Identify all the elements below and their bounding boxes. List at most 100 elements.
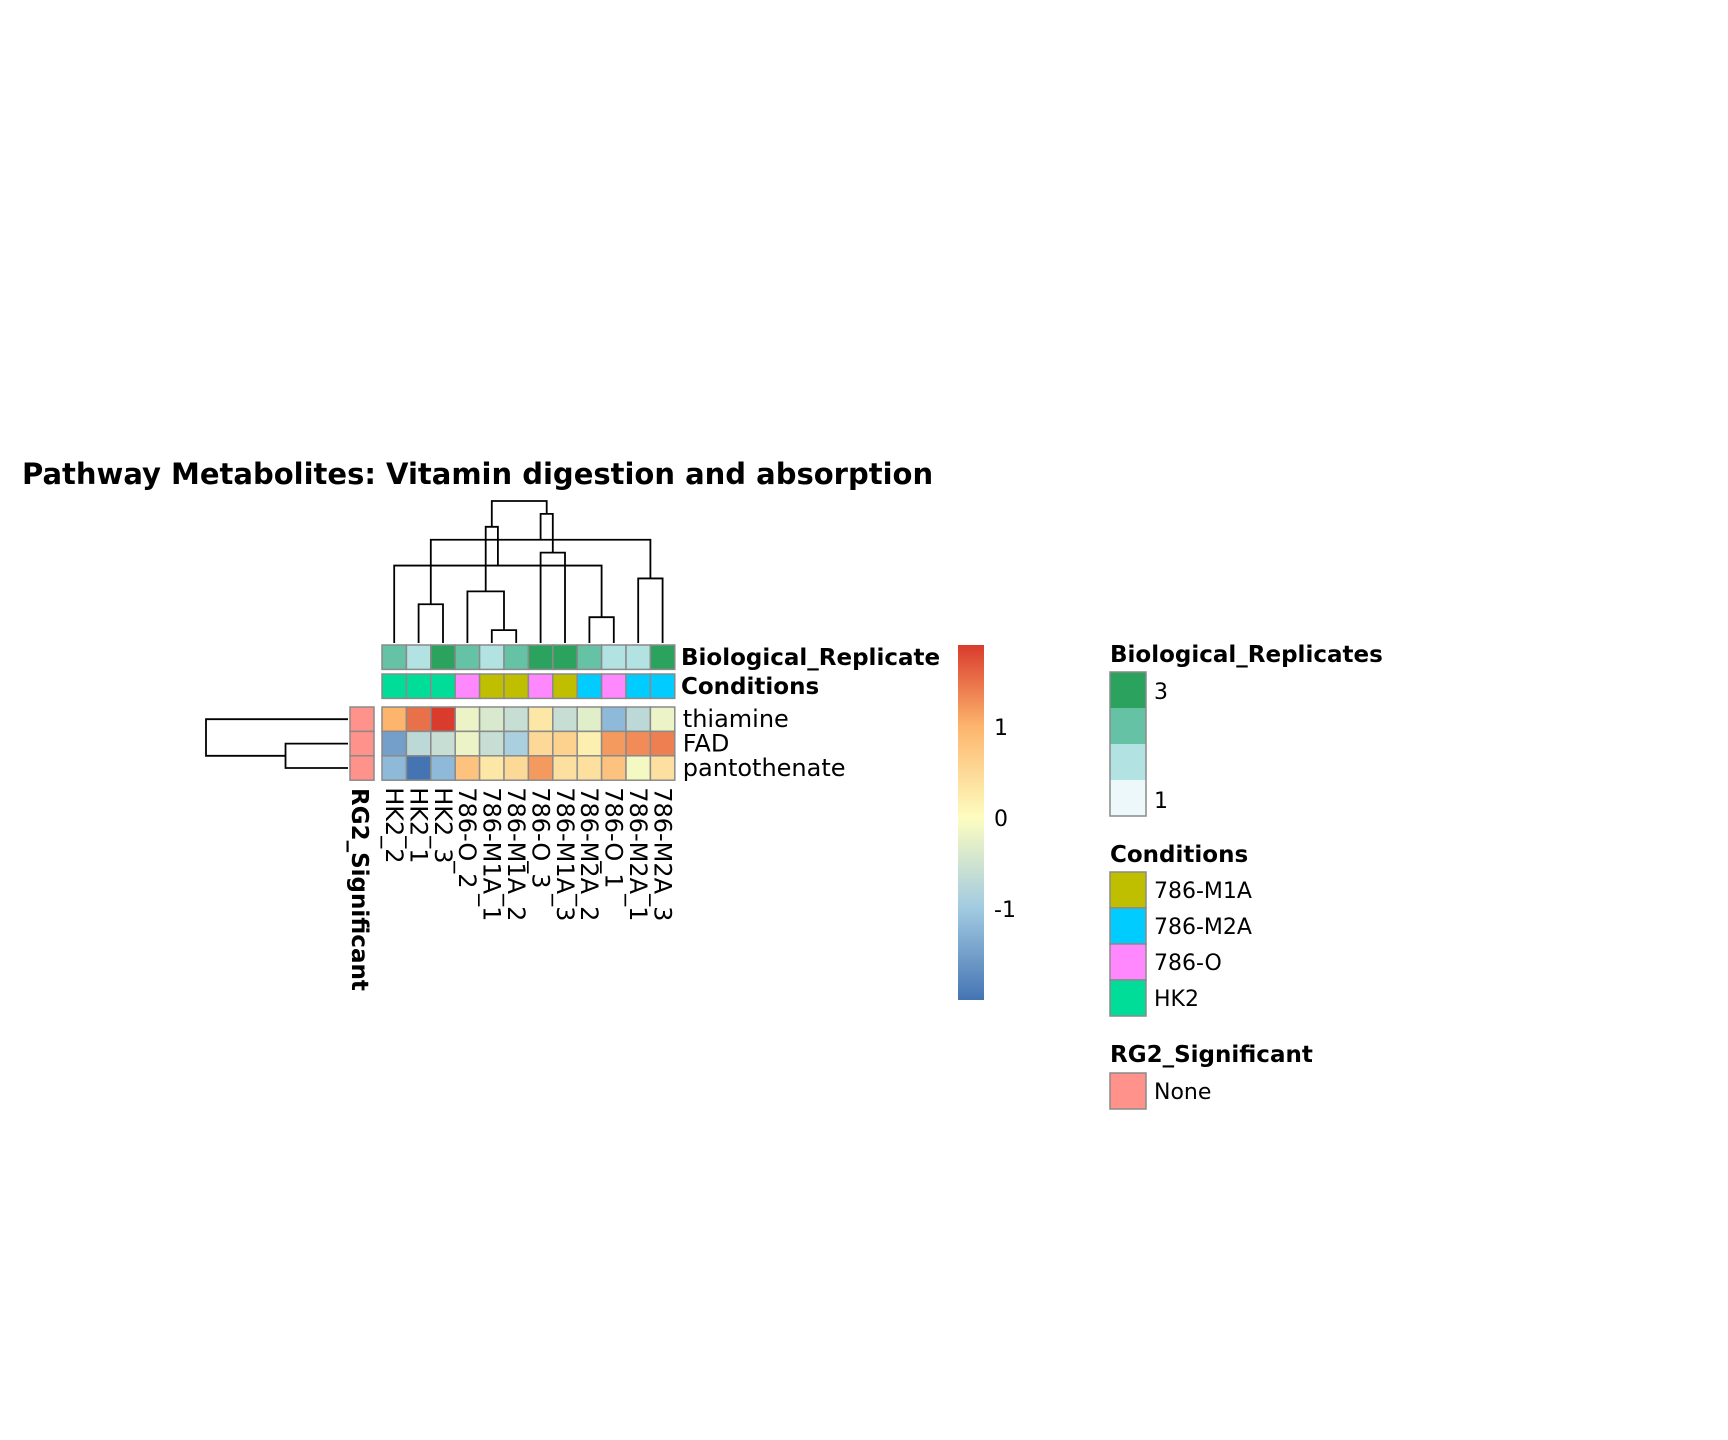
column-label: 786-M1A_1 — [478, 787, 506, 921]
condition-annotation-cell — [527, 673, 554, 700]
dendrogram-branch — [484, 525, 499, 592]
legend-label: 1 — [1154, 789, 1168, 814]
legend-label: 3 — [1154, 680, 1168, 705]
heatmap-cell — [478, 730, 505, 757]
column-label: HK2_1 — [404, 787, 432, 863]
column-dendrogram — [393, 500, 664, 643]
replicate-annotation-cell — [576, 644, 603, 671]
color-scale-tick-label: 0 — [994, 807, 1008, 832]
legend-swatch — [1109, 943, 1147, 981]
heatmap-cell — [503, 706, 530, 733]
rg2-annotation-cell — [349, 730, 375, 757]
heatmap-cell — [552, 706, 578, 733]
legend-label: HK2 — [1154, 987, 1199, 1012]
heatmap-cell — [405, 706, 432, 733]
legend-label: None — [1154, 1080, 1211, 1105]
heatmap-cell — [600, 706, 627, 733]
dendrogram-branch — [417, 603, 444, 643]
annotation-label-replicates: Biological_Replicate — [681, 645, 940, 671]
condition-annotation-cell — [430, 673, 456, 700]
replicate-annotation-cell — [430, 644, 456, 671]
legend-swatch-border — [1109, 671, 1147, 817]
legend-title-conditions: Conditions — [1110, 842, 1248, 868]
heatmap-cells — [381, 706, 676, 781]
legend-title-rg2: RG2_Significant — [1110, 1042, 1313, 1068]
column-label: 786-O_3 — [526, 787, 554, 888]
legend-swatch — [1109, 979, 1147, 1017]
heatmap-cell — [405, 730, 432, 757]
column-label: 786-O_1 — [600, 787, 628, 888]
annotation-legends: Biological_Replicates 3 1 Conditions 786-M1A… — [1109, 642, 1383, 1110]
rg2-annotation-cell — [349, 706, 375, 733]
annotation-label-conditions: Conditions — [681, 674, 819, 700]
legend-swatch — [1110, 780, 1146, 816]
replicate-annotation-cell — [381, 644, 408, 671]
legend-swatch — [1110, 672, 1146, 708]
replicate-annotation-cell — [600, 644, 627, 671]
heatmap-cell — [649, 755, 676, 781]
row-label: pantothenate — [683, 754, 846, 782]
color-scale-bar — [958, 645, 984, 1000]
heatmap-cell — [454, 730, 481, 757]
heatmap-cell — [576, 730, 603, 757]
replicate-annotation-cell — [405, 644, 432, 671]
legend-swatch — [1110, 744, 1146, 780]
replicate-annotation-cell — [625, 644, 652, 671]
chart-title: Pathway Metabolites: Vitamin digestion a… — [22, 457, 933, 491]
column-label: 786-M1A_2 — [502, 787, 530, 921]
column-annotations — [381, 644, 676, 700]
heatmap-cell — [527, 706, 554, 733]
color-scale-tick-label: 1 — [994, 716, 1008, 741]
column-label: HK2_2 — [380, 787, 408, 863]
condition-annotation-cell — [552, 673, 578, 700]
heatmap-cell — [381, 755, 408, 781]
condition-annotation-cell — [576, 673, 603, 700]
replicate-annotation-cell — [454, 644, 481, 671]
heatmap-cell — [625, 755, 652, 781]
dendrogram-branch — [466, 590, 505, 643]
column-label: 786-M2A_3 — [648, 787, 676, 921]
row-annotations — [349, 706, 375, 781]
condition-annotation-cell — [503, 673, 530, 700]
column-label: 786-M2A_2 — [575, 787, 603, 921]
column-label: 786-M2A_1 — [624, 787, 652, 921]
dendrogram-branch — [539, 513, 554, 553]
heatmap-cell — [503, 755, 530, 781]
condition-annotation-cell — [478, 673, 505, 700]
condition-annotation-cell — [649, 673, 676, 700]
condition-annotation-cell — [381, 673, 408, 700]
heatmap-cell — [405, 755, 432, 781]
replicate-annotation-cell — [552, 644, 578, 671]
condition-annotation-cell — [625, 673, 652, 700]
legend-swatch — [1110, 708, 1146, 744]
column-label: 786-M1A_3 — [551, 787, 579, 921]
legend-swatch — [1109, 907, 1147, 945]
replicate-annotation-cell — [503, 644, 530, 671]
column-labels: HK2_2HK2_1HK2_3786-O_2786-M1A_1786-M1A_2… — [380, 787, 676, 921]
heatmap-cell — [430, 730, 456, 757]
dendrogram-branch — [284, 742, 348, 769]
heatmap-cell — [503, 730, 530, 757]
annotation-label-rg2: RG2_Significant — [346, 788, 372, 991]
heatmap-cell — [527, 755, 554, 781]
heatmap-cell — [625, 706, 652, 733]
condition-annotation-cell — [454, 673, 481, 700]
row-label: thiamine — [683, 705, 789, 733]
legend-label: 786-M2A — [1154, 915, 1252, 940]
legend-title-replicates: Biological_Replicates — [1110, 642, 1383, 668]
dendrogram-branch — [637, 577, 664, 643]
heatmap-cell — [454, 706, 481, 733]
rg2-annotation-cell — [349, 755, 375, 781]
dendrogram-branch — [205, 718, 348, 757]
heatmap-cell — [552, 755, 578, 781]
legend-label: 786-M1A — [1154, 879, 1252, 904]
replicate-annotation-cell — [527, 644, 554, 671]
heatmap-cell — [478, 755, 505, 781]
replicate-annotation-cell — [649, 644, 676, 671]
replicate-annotation-cell — [478, 644, 505, 671]
heatmap-cell — [552, 730, 578, 757]
color-scale-legend: 1 0 -1 — [958, 645, 1016, 1000]
dendrogram-branch — [588, 616, 615, 643]
